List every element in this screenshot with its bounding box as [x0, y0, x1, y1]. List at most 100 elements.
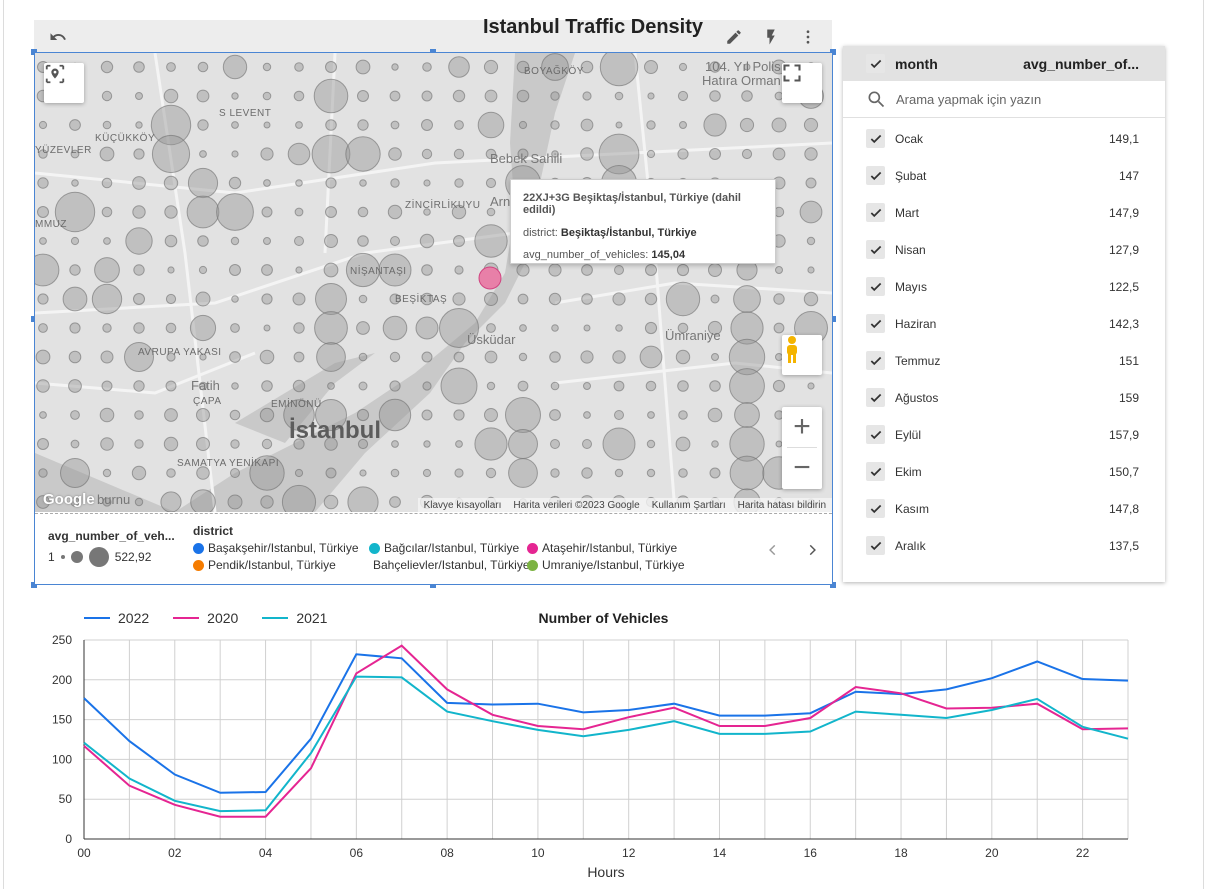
row-checkbox[interactable] — [866, 351, 885, 370]
district-legend-item[interactable]: Umraniye/Istanbul, Türkiye — [527, 558, 687, 572]
filter-row[interactable]: Eylül 157,9 — [843, 416, 1165, 453]
map-bubble — [387, 204, 403, 220]
district-legend-item[interactable]: Ataşehir/Istanbul, Türkiye — [527, 541, 687, 555]
search-placeholder[interactable]: Arama yapmak için yazın — [896, 91, 1042, 107]
map-bubble — [103, 237, 111, 245]
filter-header[interactable]: month avg_number_of... — [843, 46, 1165, 81]
x-tick-label: 10 — [531, 846, 545, 860]
lightning-icon[interactable] — [760, 26, 782, 48]
map-bubble — [454, 468, 464, 478]
map-bubble — [134, 410, 144, 420]
label-hatira2: Hatıra Ormanı — [702, 73, 785, 88]
resize-handle[interactable] — [31, 582, 37, 588]
map-bubble — [549, 351, 561, 363]
zoom-in-button[interactable]: + — [793, 410, 811, 443]
month-label: Kasım — [895, 501, 930, 516]
row-checkbox[interactable] — [866, 129, 885, 148]
legend-next-button[interactable] — [805, 540, 819, 563]
terms-link[interactable]: Kullanım Şartları — [651, 499, 726, 511]
map-bubble — [294, 468, 304, 478]
chart-legend-item[interactable]: 2022 — [84, 610, 149, 626]
map-bubble — [70, 149, 80, 159]
zoom-out-button[interactable]: − — [793, 451, 811, 484]
district-legend-item[interactable]: Bağcılar/Istanbul, Türkiye — [369, 541, 527, 555]
district-legend-item[interactable]: Başakşehir/Istanbul, Türkiye — [193, 541, 369, 555]
filter-metric-header[interactable]: avg_number_of... — [1023, 56, 1139, 72]
map-bubble — [389, 293, 401, 305]
map-bubble — [803, 117, 819, 133]
resize-handle[interactable] — [430, 582, 436, 588]
filter-row[interactable]: Mart 147,9 — [843, 194, 1165, 231]
row-checkbox[interactable] — [866, 277, 885, 296]
resize-handle[interactable] — [430, 49, 436, 55]
map-bubble — [455, 440, 463, 448]
district-legend-item[interactable]: Bahçelievler/Istanbul, Türkiye — [369, 558, 530, 572]
more-vert-icon[interactable] — [797, 26, 819, 48]
google-logo: Google — [43, 491, 95, 508]
filter-dimension-header[interactable]: month — [895, 55, 938, 72]
map-bubble — [68, 379, 82, 393]
pencil-icon[interactable] — [723, 26, 745, 48]
map-bubble — [323, 494, 339, 510]
map-bubble — [733, 285, 761, 313]
location-pin-button[interactable] — [44, 63, 84, 103]
undo-icon[interactable] — [47, 26, 69, 48]
map-bubble — [614, 265, 624, 275]
row-checkbox[interactable] — [866, 499, 885, 518]
map-bubble — [677, 148, 689, 160]
map-bubble — [581, 467, 593, 479]
row-checkbox[interactable] — [866, 314, 885, 333]
street-view-pegman[interactable] — [782, 335, 822, 375]
row-checkbox[interactable] — [866, 166, 885, 185]
legend-prev-button[interactable] — [766, 540, 780, 563]
filter-row[interactable]: Nisan 127,9 — [843, 231, 1165, 268]
map-bubble — [551, 150, 559, 158]
filter-row[interactable]: Temmuz 151 — [843, 342, 1165, 379]
row-checkbox[interactable] — [866, 388, 885, 407]
filter-row[interactable]: Kasım 147,8 — [843, 490, 1165, 527]
row-checkbox[interactable] — [866, 462, 885, 481]
keyboard-shortcuts-link[interactable]: Klavye kısayolları — [423, 499, 502, 511]
filter-row[interactable]: Aralık 137,5 — [843, 527, 1165, 564]
chart-legend-item[interactable]: 2020 — [173, 610, 238, 626]
map-bubble — [294, 236, 304, 246]
filter-row[interactable]: Haziran 142,3 — [843, 305, 1165, 342]
map-canvas[interactable] — [35, 53, 832, 512]
filter-row[interactable]: Ocak 149,1 — [843, 120, 1165, 157]
district-legend-item[interactable]: Pendik/Istanbul, Türkiye — [193, 558, 369, 572]
map-bubble — [580, 350, 594, 364]
resize-handle[interactable] — [830, 316, 836, 322]
map-bubble — [133, 322, 145, 334]
size-legend-min: 1 — [48, 550, 55, 564]
x-tick-label: 12 — [622, 846, 636, 860]
map-legend: avg_number_of_veh... 1 522,92 district B… — [35, 513, 832, 584]
map-bubble — [439, 308, 479, 348]
filter-row[interactable]: Ekim 150,7 — [843, 453, 1165, 490]
map-bubble — [602, 427, 636, 461]
chart-legend-item[interactable]: 2021 — [262, 610, 327, 626]
map-bubble — [677, 90, 689, 102]
map-bubble — [741, 148, 753, 160]
row-checkbox[interactable] — [866, 536, 885, 555]
filter-search[interactable]: Arama yapmak için yazın — [843, 81, 1165, 118]
map-bubble — [259, 407, 275, 423]
filter-row[interactable]: Ağustos 159 — [843, 379, 1165, 416]
fullscreen-button[interactable] — [782, 63, 822, 103]
map-bubble — [483, 59, 499, 75]
filter-row[interactable]: Şubat 147 — [843, 157, 1165, 194]
select-all-checkbox[interactable] — [866, 54, 885, 73]
resize-handle[interactable] — [830, 49, 836, 55]
row-checkbox[interactable] — [866, 425, 885, 444]
month-label: Aralık — [895, 538, 926, 553]
filter-row[interactable]: Mayıs 122,5 — [843, 268, 1165, 305]
report-error-link[interactable]: Harita hatası bildirin — [737, 499, 826, 511]
resize-handle[interactable] — [31, 49, 37, 55]
map-bubble — [231, 92, 239, 100]
resize-handle[interactable] — [31, 316, 37, 322]
bubble-map[interactable]: BOYAĞKÖY 104. Yıl Polis Hatıra Ormanı S … — [35, 53, 832, 512]
row-checkbox[interactable] — [866, 203, 885, 222]
resize-handle[interactable] — [830, 582, 836, 588]
map-bubble — [38, 323, 48, 333]
map-bubble — [517, 380, 529, 392]
row-checkbox[interactable] — [866, 240, 885, 259]
